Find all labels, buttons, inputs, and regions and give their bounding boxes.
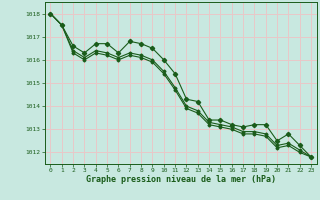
X-axis label: Graphe pression niveau de la mer (hPa): Graphe pression niveau de la mer (hPa) — [86, 175, 276, 184]
